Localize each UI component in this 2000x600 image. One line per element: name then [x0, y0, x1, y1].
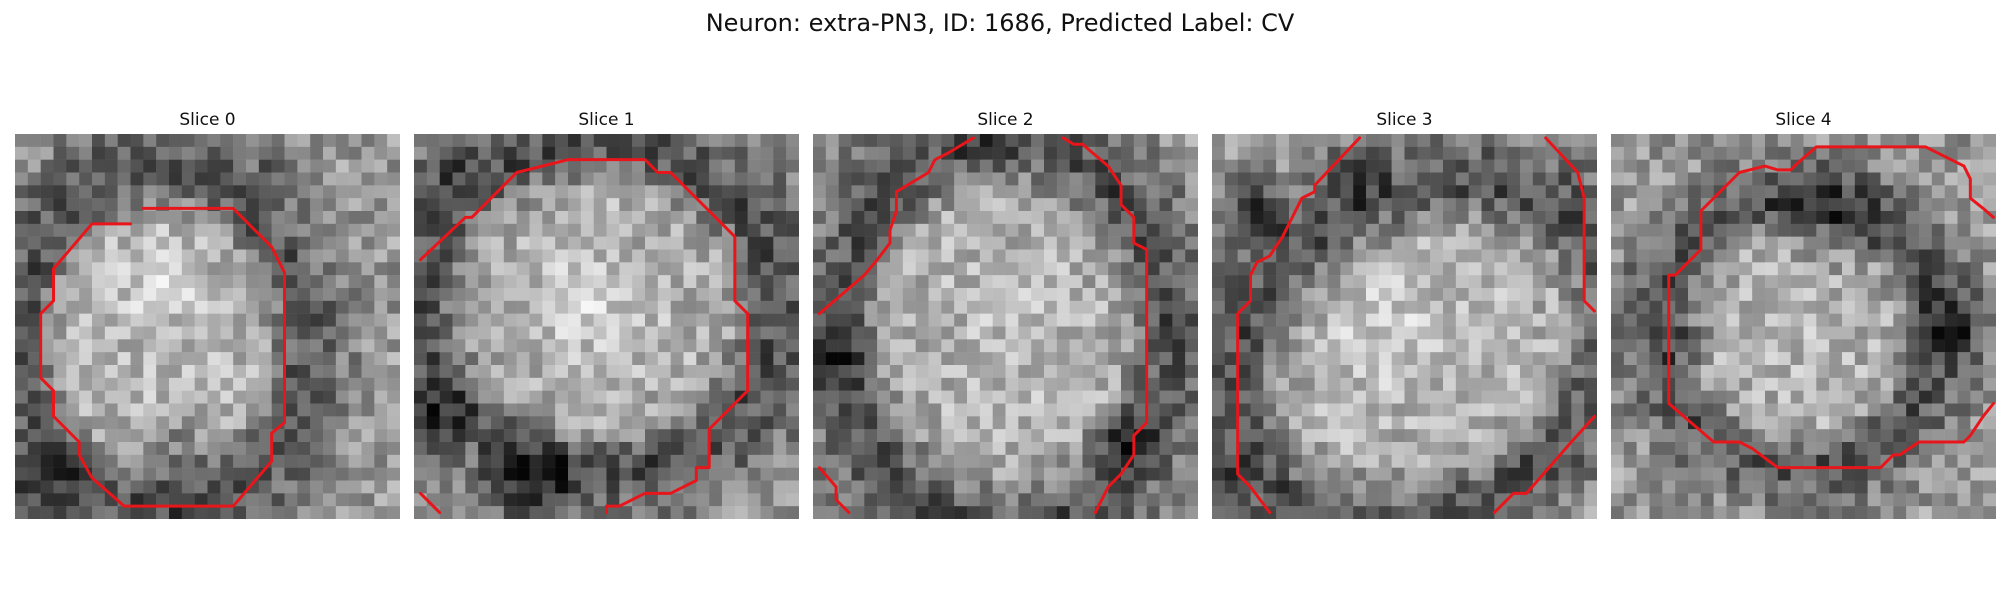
- slice-panel-2: Slice 2: [813, 108, 1198, 519]
- segmentation-contour: [1238, 138, 1360, 513]
- slice-image-2: [813, 134, 1198, 519]
- slice-image-1: [414, 134, 799, 519]
- slice-title-0: Slice 0: [179, 110, 236, 130]
- segmentation-contour: [819, 468, 849, 513]
- segmentation-contour: [420, 493, 439, 512]
- slice-image-0: [15, 134, 400, 519]
- segmentation-contour: [420, 160, 747, 513]
- segmentation-contour: [41, 208, 285, 506]
- slice-panel-0: Slice 0: [15, 108, 400, 519]
- figure-title: Neuron: extra-PN3, ID: 1686, Predicted L…: [705, 9, 1295, 37]
- slice-image-3: [1212, 134, 1597, 519]
- segmentation-contour: [1546, 138, 1595, 311]
- slice-title-1: Slice 1: [578, 110, 635, 130]
- slice-title-3: Slice 3: [1376, 110, 1433, 130]
- segmentation-contour: [1964, 166, 1994, 217]
- slice-image-4: [1611, 134, 1996, 519]
- slice-title-4: Slice 4: [1775, 110, 1832, 130]
- segmentation-contour: [1063, 138, 1146, 513]
- segmentation-contour: [819, 138, 973, 314]
- slice-panel-4: Slice 4: [1611, 108, 1996, 519]
- segmentation-contour: [1494, 416, 1594, 512]
- slice-panel-1: Slice 1: [414, 108, 799, 519]
- segmentation-contour: [1669, 147, 1994, 468]
- slice-panel-3: Slice 3: [1212, 108, 1597, 519]
- slice-title-2: Slice 2: [977, 110, 1034, 130]
